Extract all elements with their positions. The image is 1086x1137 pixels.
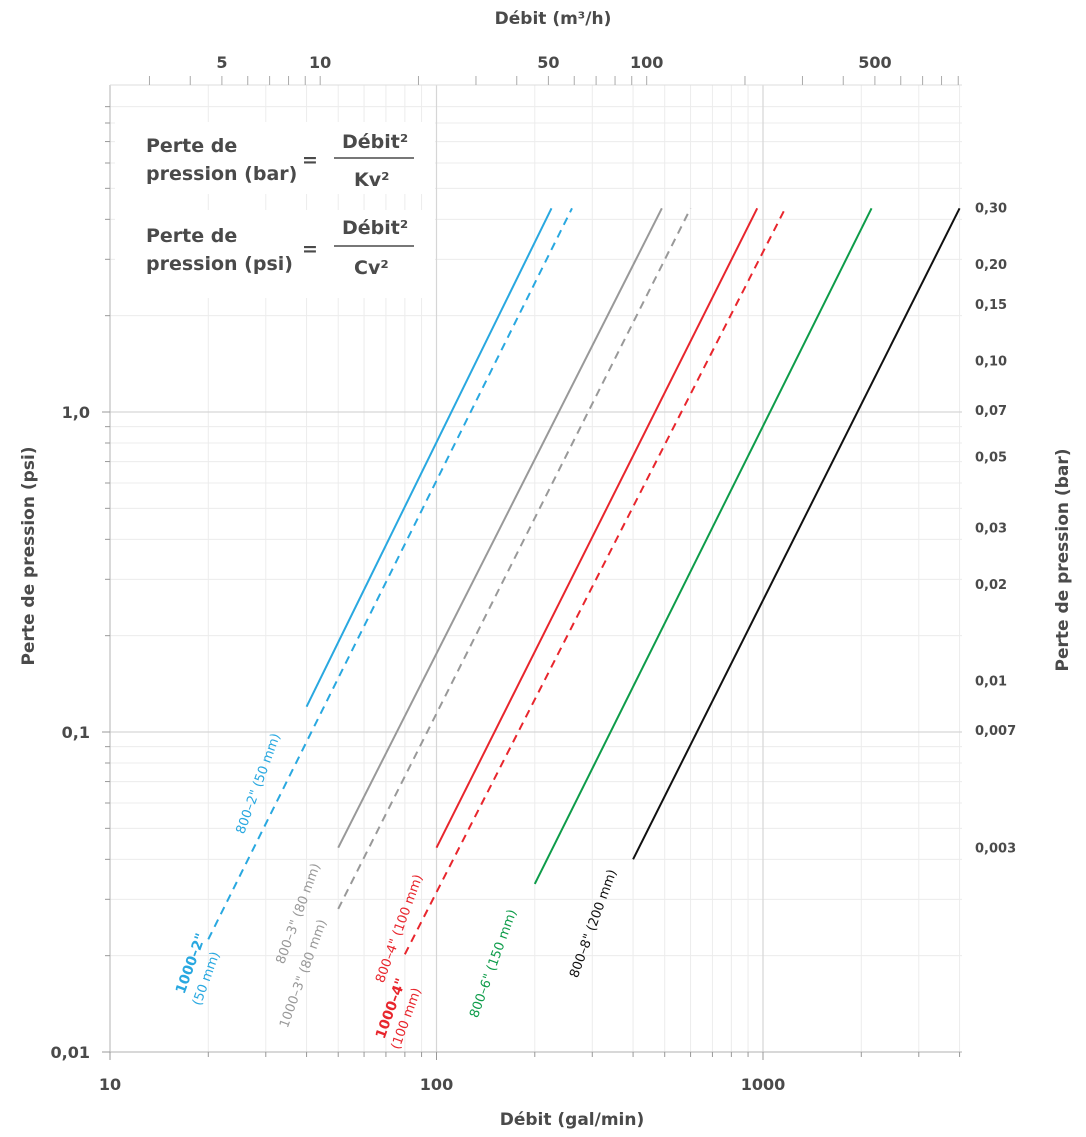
y2-tick-label: 0,007 [975,724,1016,739]
formula-psi-numerator: Débit² [342,217,408,239]
y2-tick-label: 0,10 [975,354,1007,369]
series-line [435,207,759,849]
y-tick-label: 1,0 [62,403,90,422]
x2-tick-label: 500 [858,53,891,72]
series-labels: 1000–2"(50 mm)800–2" (50 mm)1000–3" (80 … [173,732,620,1052]
formula-psi: Perte de pression (psi) = Débit² Cv² [115,210,435,298]
y2-tick-label: 0,02 [975,578,1007,593]
formula-bar-equals: = [302,149,318,171]
x2-tick-label: 50 [537,53,559,72]
formula-psi-bg [115,210,435,298]
y2-tick-label: 0,20 [975,258,1007,273]
formula-psi-equals: = [302,238,318,260]
formula-psi-denominator: Cv² [354,257,389,279]
x2-tick-label: 100 [630,53,663,72]
series-lines [207,207,961,955]
formula-bar-numerator: Débit² [342,131,408,153]
series-label: 800–6" (150 mm) [467,908,520,1020]
y-axis-title: Perte de pression (psi) [19,446,39,665]
formula-bar: Perte de pression (bar) = Débit² Kv² [115,122,435,194]
series-line [632,207,961,860]
y2-tick-label: 0,30 [975,202,1007,217]
x-tick-label: 100 [420,1075,453,1094]
y2-tick-label: 0,03 [975,522,1007,537]
x2-tick-label: 10 [309,53,331,72]
axis-tick-labels: 10 100 1000 0,01 0,1 1,0 5 10 50 100 500 0,003 0,007… [51,53,1017,1094]
formula-bar-lhs-line2: pression (bar) [146,163,297,185]
y2-tick-label: 0,07 [975,404,1007,419]
y2-axis-title: Perte de pression (bar) [1053,449,1073,672]
series-label: 800–8" (200 mm) [567,868,620,980]
series-line [533,207,873,885]
y2-tick-label: 0,003 [975,842,1016,857]
y2-tick-label: 0,05 [975,451,1007,466]
series-line [207,207,573,940]
formula-psi-lhs-line2: pression (psi) [146,253,293,275]
formula-bar-lhs-line1: Perte de [146,135,237,157]
x2-axis-title: Débit (m³/h) [495,9,612,29]
axis-ticks [102,76,961,1060]
x-tick-label: 1000 [741,1075,786,1094]
y-tick-label: 0,1 [62,723,90,742]
y2-tick-label: 0,15 [975,298,1007,313]
y-tick-label: 0,01 [51,1043,90,1062]
series-line [337,207,692,910]
series-line [305,207,553,708]
y2-tick-label: 0,01 [975,674,1007,689]
x2-tick-label: 5 [216,53,227,72]
series-line [337,207,663,849]
x-tick-label: 10 [99,1075,121,1094]
formula-bar-denominator: Kv² [354,169,389,191]
series-label: 800–2" (50 mm) [234,732,284,837]
series-line [403,207,787,955]
formula-psi-lhs-line1: Perte de [146,225,237,247]
x-axis-title: Débit (gal/min) [500,1110,645,1130]
